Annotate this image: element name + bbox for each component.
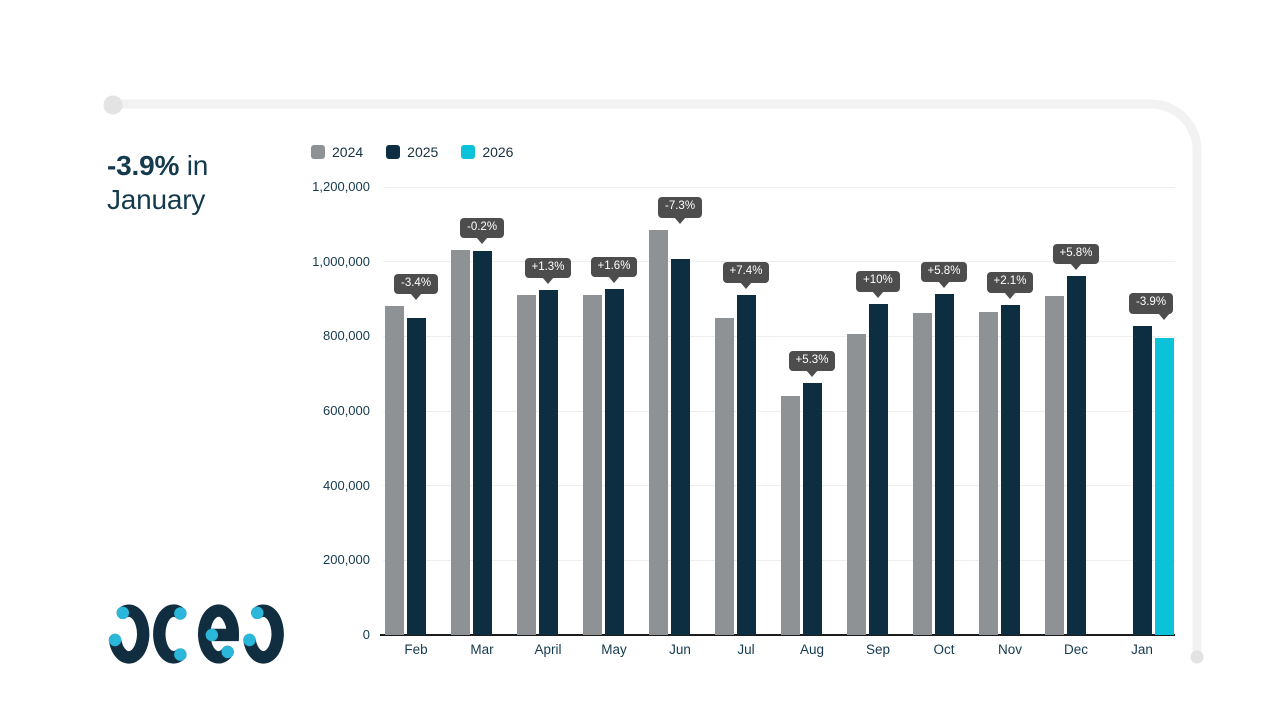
page-title-suffix: in [179,150,209,181]
change-badge-arrow-oct [938,281,950,289]
page-title-highlight: -3.9% [107,150,180,181]
bar-2025-jun [670,259,690,635]
legend-label-2026: 2026 [482,144,514,160]
change-badge-sep: +10% [856,271,900,292]
acea-logo [108,604,284,664]
y-tick-1200000: 1,200,000 [312,179,370,194]
gridline-1200000 [383,186,1175,188]
frame-end-dot [1190,650,1204,664]
change-badge-nov: +2.1% [986,272,1034,293]
bar-2024-nov [978,311,998,635]
change-badge-dec: +5.8% [1052,243,1100,265]
bar-2024-mar [450,250,470,635]
bar-2025-dec [1066,276,1086,635]
bar-2024-oct [912,312,932,635]
bar-2025-nov [1000,304,1020,635]
y-tick-600000: 600,000 [323,403,370,418]
page-title-line1: -3.9% in [107,149,208,183]
change-badge-arrow-jan [1158,312,1170,320]
change-badge-jul: +7.4% [722,262,770,283]
y-tick-800000: 800,000 [323,328,370,344]
change-badge-arrow-feb [410,293,422,301]
bar-2025-april [538,290,558,635]
legend-swatch-2026 [461,145,476,159]
bar-2024-dec [1044,296,1064,635]
legend-swatch-2024 [311,145,325,159]
x-tick-aug: Aug [799,642,825,657]
x-tick-april: April [534,642,562,657]
bar-2025-oct [934,294,954,635]
change-badge-jun: -7.3% [658,197,703,218]
logo-letter-a1 [108,604,150,664]
change-badge-arrow-nov [1004,291,1016,299]
gridline-400000 [383,485,1175,487]
legend-item-2024: 2024 [311,144,363,160]
x-tick-jun: Jun [669,642,691,657]
change-badge-april: +1.3% [524,257,572,279]
page-title-line2: January [107,184,206,215]
gridline-800000 [383,335,1175,337]
page-title: -3.9% in January [107,149,208,217]
bar-2025-feb [406,317,426,635]
bar-2024-sep [846,334,866,635]
change-badge-arrow-april [542,277,554,285]
chart-legend: 2024 2025 2026 [311,144,513,160]
y-tick-0: 0 [362,627,370,642]
y-tick-200000: 200,000 [323,552,370,568]
bar-2025-jan [1132,325,1152,635]
change-badge-aug: +5.3% [788,350,836,371]
change-badge-arrow-sep [872,290,884,298]
bar-2024-jul [714,318,734,635]
change-badge-jan: -3.9% [1129,293,1174,314]
logo-letter-c [153,604,187,664]
logo-letter-a2 [243,604,284,664]
x-tick-sep: Sep [865,642,891,657]
change-badge-arrow-aug [806,370,818,377]
legend-item-2026: 2026 [461,144,513,160]
bar-2024-jun [648,229,668,635]
change-badge-mar: -0.2% [460,217,505,239]
bar-2025-may [604,289,624,635]
logo-dots [108,606,264,661]
bar-2025-mar [472,251,492,635]
change-badge-arrow-dec [1070,263,1082,271]
bar-2024-april [516,294,536,635]
x-tick-may: May [601,642,627,657]
gridline-1000000 [383,261,1175,263]
x-tick-nov: Nov [997,642,1022,657]
x-tick-jan: Jan [1131,642,1153,657]
bar-2025-jul [736,294,756,635]
x-tick-oct: Oct [933,642,955,657]
bar-2025-aug [802,383,822,635]
legend-item-2025: 2025 [386,144,438,160]
gridline-200000 [383,559,1175,561]
change-badge-may: +1.6% [590,256,638,278]
plot-area: 0 200,000 400,000 600,000 800,000 1,000,000 1,… [312,179,1175,657]
logo-letter-e [198,604,240,664]
x-tick-feb: Feb [404,642,428,657]
y-tick-1000000: 1,000,000 [312,253,370,269]
bar-2026-jan [1154,337,1174,635]
bar-2024-feb [384,306,404,635]
change-badge-arrow-may [608,276,620,284]
change-badge-arrow-jul [740,281,752,289]
bar-2024-may [582,294,602,635]
legend-swatch-2025 [386,145,401,159]
x-tick-jul: Jul [737,642,755,657]
x-tick-mar: Mar [470,642,494,657]
x-axis-line [380,634,1175,636]
legend-label-2024: 2024 [332,144,364,160]
y-tick-400000: 400,000 [323,477,370,493]
frame-start-dot [103,95,123,115]
x-tick-dec: Dec [1063,642,1088,657]
change-badge-arrow-mar [476,237,488,245]
gridline-600000 [383,410,1175,412]
change-badge-feb: -3.4% [394,273,439,295]
bar-2024-aug [780,395,800,635]
change-badge-arrow-jun [674,216,686,224]
change-badge-oct: +5.8% [920,261,968,283]
legend-label-2025: 2025 [407,144,439,160]
bar-2025-sep [868,303,888,635]
